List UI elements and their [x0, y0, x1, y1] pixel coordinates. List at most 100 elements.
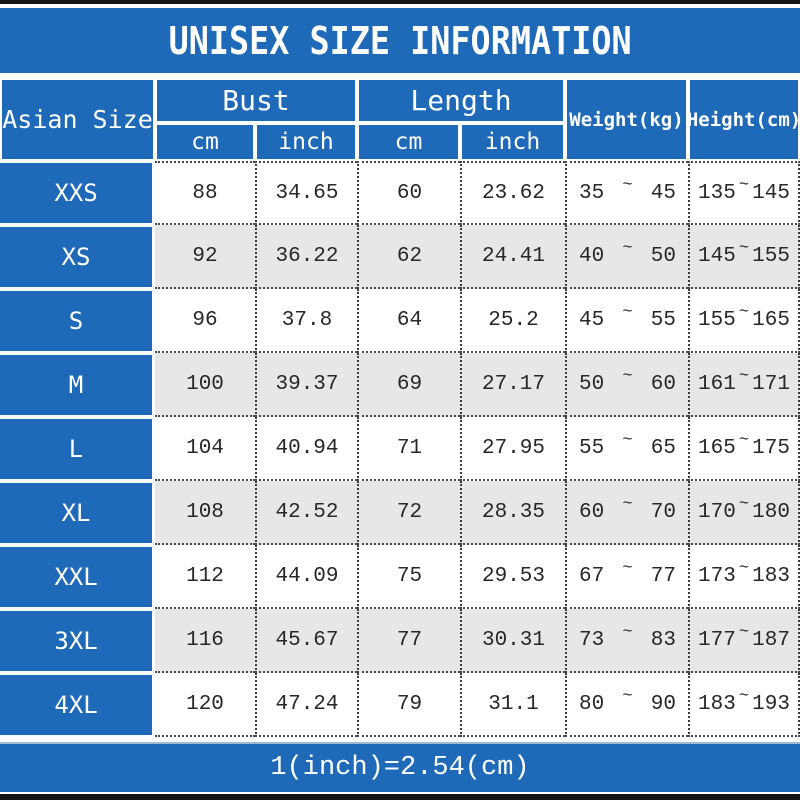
- weight-max-value: 83: [650, 628, 676, 652]
- weight-range-cell: 73 ~ 83: [565, 609, 688, 673]
- bust-inch-cell: 40.94: [255, 417, 357, 481]
- column-header-weight: Weight(kg): [565, 78, 688, 161]
- bust-inch-cell: 36.22: [255, 225, 357, 289]
- tilde-separator: ~: [622, 558, 633, 578]
- tilde-separator: ~: [622, 430, 633, 450]
- height-range-cell: 165 ~ 175: [688, 417, 800, 481]
- conversion-note: 1(inch)=2.54(cm): [270, 753, 530, 783]
- page-title: UNISEX SIZE INFORMATION: [168, 18, 632, 63]
- weight-min-value: 73: [579, 628, 605, 652]
- length-inch-cell: 31.1: [460, 673, 565, 737]
- tilde-separator: ~: [738, 302, 750, 322]
- length-cm-cell: 69: [357, 353, 460, 417]
- tilde-separator: ~: [738, 238, 750, 258]
- weight-range-cell: 50 ~ 60: [565, 353, 688, 417]
- length-cm-cell: 72: [357, 481, 460, 545]
- height-range-cell: 183 ~ 193: [688, 673, 800, 737]
- length-inch-cell: 27.17: [460, 353, 565, 417]
- bust-cm-cell: 100: [155, 353, 255, 417]
- weight-max-value: 77: [650, 564, 676, 588]
- height-min-value: 161: [698, 372, 736, 396]
- column-header-height: Height(cm): [687, 78, 800, 161]
- length-inch-cell: 27.95: [460, 417, 565, 481]
- size-label-cell: XS: [0, 225, 155, 289]
- height-max-value: 155: [752, 244, 790, 268]
- tilde-separator: ~: [622, 238, 633, 258]
- bust-inch-cell: 45.67: [255, 609, 357, 673]
- tilde-separator: ~: [738, 494, 750, 514]
- weight-min-value: 67: [579, 564, 605, 588]
- tilde-separator: ~: [622, 686, 633, 706]
- weight-range-cell: 55 ~ 65: [565, 417, 688, 481]
- length-cm-cell: 71: [357, 417, 460, 481]
- weight-range-cell: 40 ~ 50: [565, 225, 688, 289]
- bottom-frame-bar: [0, 794, 800, 800]
- height-max-value: 145: [752, 181, 790, 205]
- size-label-cell: M: [0, 353, 155, 417]
- tilde-separator: ~: [738, 622, 750, 642]
- length-inch-cell: 24.41: [460, 225, 565, 289]
- weight-range-cell: 35 ~ 45: [565, 161, 688, 225]
- weight-max-value: 65: [650, 436, 676, 460]
- bust-inch-cell: 42.52: [255, 481, 357, 545]
- weight-max-value: 55: [650, 308, 676, 332]
- size-label-cell: XXS: [0, 161, 155, 225]
- weight-max-value: 70: [650, 500, 676, 524]
- height-min-value: 183: [698, 692, 736, 716]
- length-cm-cell: 64: [357, 289, 460, 353]
- size-label-cell: L: [0, 417, 155, 481]
- height-min-value: 170: [698, 500, 736, 524]
- length-cm-cell: 60: [357, 161, 460, 225]
- length-cm-cell: 77: [357, 609, 460, 673]
- bust-cm-cell: 108: [155, 481, 255, 545]
- bust-cm-cell: 104: [155, 417, 255, 481]
- column-group-length: Length: [357, 78, 565, 123]
- height-min-value: 177: [698, 628, 736, 652]
- bust-cm-cell: 116: [155, 609, 255, 673]
- weight-min-value: 45: [579, 308, 605, 332]
- length-inch-cell: 28.35: [460, 481, 565, 545]
- height-max-value: 165: [752, 308, 790, 332]
- height-range-cell: 155 ~ 165: [688, 289, 800, 353]
- weight-max-value: 45: [650, 181, 676, 205]
- weight-min-value: 60: [579, 500, 605, 524]
- length-inch-cell: 23.62: [460, 161, 565, 225]
- weight-range-cell: 67 ~ 77: [565, 545, 688, 609]
- bust-inch-cell: 47.24: [255, 673, 357, 737]
- tilde-separator: ~: [622, 622, 633, 642]
- subheader-bust-inch: inch: [255, 123, 357, 161]
- size-label-cell: XXL: [0, 545, 155, 609]
- size-label-cell: 3XL: [0, 609, 155, 673]
- bust-cm-cell: 92: [155, 225, 255, 289]
- tilde-separator: ~: [738, 366, 750, 386]
- length-cm-cell: 75: [357, 545, 460, 609]
- weight-min-value: 55: [579, 436, 605, 460]
- bust-inch-cell: 44.09: [255, 545, 357, 609]
- bust-cm-cell: 88: [155, 161, 255, 225]
- weight-min-value: 80: [579, 692, 605, 716]
- bust-cm-cell: 96: [155, 289, 255, 353]
- tilde-separator: ~: [738, 175, 750, 195]
- length-cm-cell: 79: [357, 673, 460, 737]
- length-inch-cell: 25.2: [460, 289, 565, 353]
- size-label-cell: S: [0, 289, 155, 353]
- column-header-asian-size: Asian Size: [0, 78, 155, 161]
- height-max-value: 187: [752, 628, 790, 652]
- height-max-value: 175: [752, 436, 790, 460]
- bust-inch-cell: 34.65: [255, 161, 357, 225]
- height-min-value: 135: [698, 181, 736, 205]
- tilde-separator: ~: [622, 302, 633, 322]
- weight-min-value: 35: [579, 181, 605, 205]
- top-frame-bar: [0, 0, 800, 4]
- height-range-cell: 135 ~ 145: [688, 161, 800, 225]
- tilde-separator: ~: [738, 686, 750, 706]
- height-min-value: 145: [698, 244, 736, 268]
- weight-range-cell: 45 ~ 55: [565, 289, 688, 353]
- size-label-cell: 4XL: [0, 673, 155, 737]
- tilde-separator: ~: [622, 494, 633, 514]
- bust-inch-cell: 37.8: [255, 289, 357, 353]
- size-table: Asian Size Bust Length Weight(kg) Height…: [0, 78, 800, 737]
- weight-range-cell: 60 ~ 70: [565, 481, 688, 545]
- bust-cm-cell: 120: [155, 673, 255, 737]
